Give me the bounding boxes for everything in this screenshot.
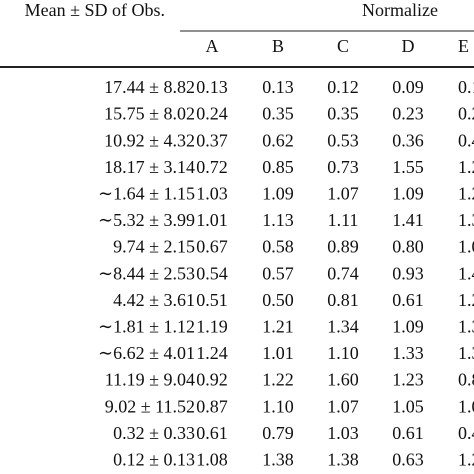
value-cell: 0.92	[196, 370, 228, 390]
value-cell: 0.80	[392, 237, 424, 257]
value-cell: 1.09	[392, 184, 424, 204]
value-cell: 0.61	[392, 290, 424, 310]
value-cell: 0.35	[262, 104, 294, 124]
value-cell: 1.55	[392, 157, 424, 177]
mean-sd-cell: 15.75 ± 8.02	[104, 104, 195, 124]
value-cell: 0.85	[262, 157, 294, 177]
value-cell: 1.24	[196, 343, 228, 363]
value-cell: 1.2	[458, 184, 474, 204]
value-cell: 1.07	[327, 184, 359, 204]
mean-sd-cell: ∼5.32 ± 3.99	[98, 210, 195, 230]
value-cell: 1.10	[262, 396, 294, 416]
value-cell: 1.3	[458, 317, 474, 337]
mean-sd-cell: 10.92 ± 4.32	[104, 130, 195, 150]
value-cell: 0.37	[196, 130, 228, 150]
mean-sd-cell: ∼8.44 ± 2.53	[98, 263, 195, 283]
column-header: A	[206, 36, 219, 56]
value-cell: 0.1	[458, 77, 474, 97]
column-header: D	[402, 36, 415, 56]
value-cell: 0.57	[262, 263, 294, 283]
column-header: E	[458, 36, 469, 56]
value-cell: 1.09	[262, 184, 294, 204]
value-cell: 0.87	[196, 396, 228, 416]
value-cell: 1.38	[262, 450, 294, 470]
value-cell: 0.93	[392, 263, 424, 283]
mean-sd-cell: ∼1.81 ± 1.12	[98, 317, 195, 337]
value-cell: 0.35	[327, 104, 359, 124]
value-cell: 0.73	[327, 157, 359, 177]
value-cell: 0.74	[327, 263, 359, 283]
value-cell: 1.22	[262, 370, 294, 390]
value-cell: 1.03	[196, 184, 228, 204]
mean-sd-cell: 9.74 ± 2.15	[113, 237, 195, 257]
mean-sd-cell: 0.32 ± 0.33	[113, 423, 195, 443]
value-cell: 0.12	[327, 77, 359, 97]
value-cell: 1.03	[327, 423, 359, 443]
value-cell: 0.72	[196, 157, 228, 177]
value-cell: 0.23	[392, 104, 424, 124]
value-cell: 0.4	[458, 130, 474, 150]
value-cell: 0.2	[458, 104, 474, 124]
value-cell: 1.21	[262, 317, 294, 337]
mean-sd-cell: 11.19 ± 9.04	[105, 370, 195, 390]
value-cell: 0.54	[196, 263, 228, 283]
column-header: B	[272, 36, 284, 56]
value-cell: 1.2	[458, 450, 474, 470]
header-normalized: Normalize	[362, 0, 438, 20]
value-cell: 1.23	[392, 370, 424, 390]
mean-sd-cell: ∼1.64 ± 1.15	[98, 184, 195, 204]
value-cell: 1.11	[328, 210, 359, 230]
value-cell: 1.13	[262, 210, 294, 230]
value-cell: 1.33	[392, 343, 424, 363]
value-cell: 0.8	[458, 370, 474, 390]
value-cell: 0.62	[262, 130, 294, 150]
header-mean: Mean ± SD of Obs.	[25, 0, 165, 20]
value-cell: 0.51	[196, 290, 228, 310]
value-cell: 1.3	[458, 210, 474, 230]
mean-sd-cell: 17.44 ± 8.82	[104, 77, 195, 97]
value-cell: 0.4	[458, 423, 474, 443]
value-cell: 0.81	[327, 290, 359, 310]
value-cell: 1.0	[458, 396, 474, 416]
value-cell: 1.19	[196, 317, 228, 337]
value-cell: 0.36	[392, 130, 424, 150]
value-cell: 0.09	[392, 77, 424, 97]
value-cell: 0.61	[196, 423, 228, 443]
value-cell: 1.4	[458, 263, 474, 283]
value-cell: 1.05	[392, 396, 424, 416]
value-cell: 1.38	[327, 450, 359, 470]
value-cell: 0.58	[262, 237, 294, 257]
value-cell: 0.89	[327, 237, 359, 257]
value-cell: 0.13	[196, 77, 228, 97]
value-cell: 0.24	[196, 104, 228, 124]
value-cell: 0.53	[327, 130, 359, 150]
value-cell: 1.10	[327, 343, 359, 363]
value-cell: 1.60	[327, 370, 359, 390]
mean-sd-cell: 4.42 ± 3.61	[113, 290, 195, 310]
mean-sd-cell: 18.17 ± 3.14	[104, 157, 195, 177]
value-cell: 0.50	[262, 290, 294, 310]
value-cell: 1.34	[327, 317, 359, 337]
value-cell: 1.07	[327, 396, 359, 416]
value-cell: 1.3	[458, 343, 474, 363]
value-cell: 1.01	[262, 343, 294, 363]
value-cell: 1.2	[458, 157, 474, 177]
value-cell: 0.13	[262, 77, 294, 97]
value-cell: 1.0	[458, 237, 474, 257]
column-header: C	[337, 36, 349, 56]
mean-sd-cell: 9.02 ± 11.52	[105, 396, 195, 416]
value-cell: 1.41	[392, 210, 424, 230]
value-cell: 1.01	[196, 210, 228, 230]
value-cell: 1.09	[392, 317, 424, 337]
value-cell: 0.79	[262, 423, 294, 443]
mean-sd-cell: ∼6.62 ± 4.01	[98, 343, 195, 363]
value-cell: 0.61	[392, 423, 424, 443]
value-cell: 0.67	[196, 237, 228, 257]
mean-sd-cell: 0.12 ± 0.13	[113, 450, 195, 470]
value-cell: 1.08	[196, 450, 228, 470]
value-cell: 1.2	[458, 290, 474, 310]
value-cell: 0.63	[392, 450, 424, 470]
